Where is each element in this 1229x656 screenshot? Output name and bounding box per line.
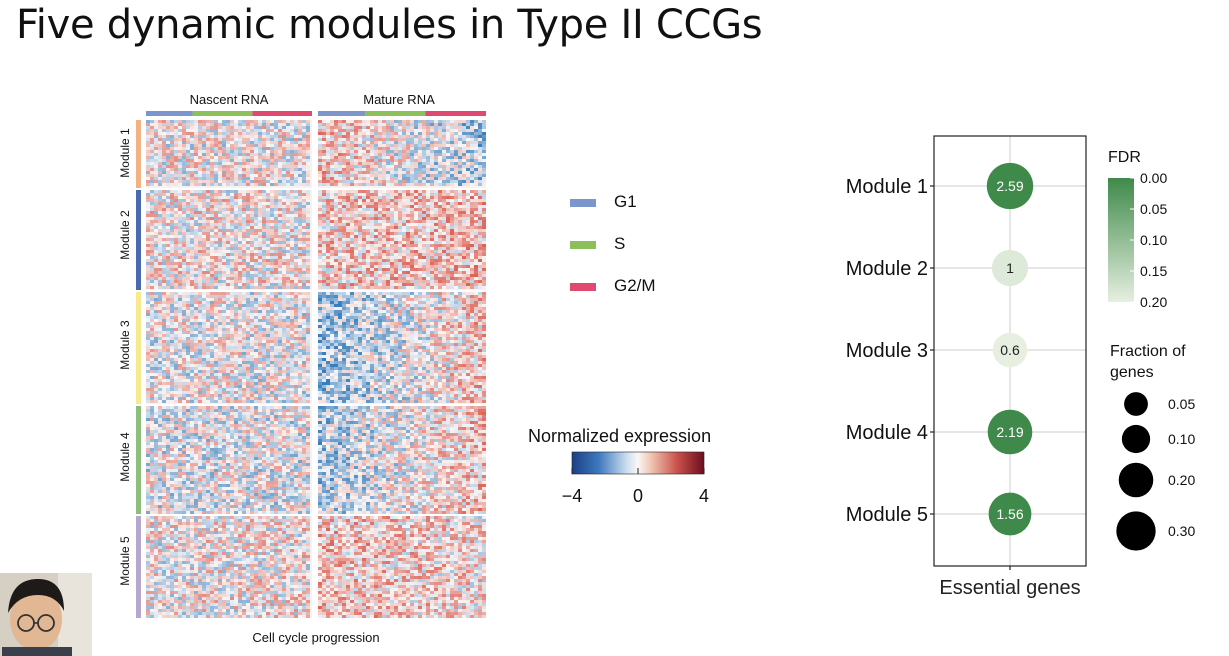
y-tick-label: Module 4 [846, 422, 928, 444]
heatmap-chart [136, 111, 486, 618]
module-color-strip [136, 190, 141, 290]
dot-marker [992, 332, 1028, 368]
heatmap-block [318, 292, 486, 404]
column-header-mature: Mature RNA [363, 92, 435, 107]
heatmap-row-label: Module 3 [118, 320, 132, 370]
dot-marker [988, 492, 1032, 536]
dot-value-label: 1 [1006, 260, 1014, 276]
size-legend-label: 0.20 [1168, 472, 1195, 488]
phase-bar-segment [192, 111, 253, 116]
fdr-tick-label: 0.05 [1140, 201, 1167, 217]
presenter-photo [0, 573, 92, 656]
heatmap-block [318, 516, 486, 618]
heatmap-block [318, 120, 486, 188]
module-color-strip [136, 516, 141, 618]
heatmap-xlabel: Cell cycle progression [252, 630, 380, 645]
column-header-nascent: Nascent RNA [189, 92, 269, 107]
heatmap-block [146, 516, 312, 618]
heatmap-row-label: Module 1 [118, 128, 132, 178]
module-color-strip [136, 292, 141, 404]
heatmap-row-label: Module 2 [118, 210, 132, 260]
size-legend-dot [1116, 511, 1156, 551]
y-tick-label: Module 1 [846, 176, 928, 198]
colorbar-graphic [571, 451, 705, 475]
heatmap-block [146, 120, 312, 188]
legend-label: S [614, 234, 626, 253]
size-legend-label: 0.30 [1168, 523, 1195, 539]
dot-value-label: 1.56 [996, 506, 1023, 522]
legend-swatch [570, 199, 596, 207]
fdr-tick-label: 0.15 [1140, 263, 1167, 279]
dot-marker [986, 162, 1034, 210]
legend-label: G1 [614, 192, 637, 211]
size-legend-title: genes [1110, 364, 1154, 381]
heatmap-block [318, 190, 486, 290]
dot-value-label: 2.19 [996, 424, 1023, 440]
dot-value-label: 2.59 [996, 178, 1023, 194]
slide-title: Five dynamic modules in Type II CCGs [16, 2, 763, 48]
dot-plot-chart: Module 1 Module 2 Module 3 Module 4 Module 5… [846, 135, 1195, 599]
phase-bar-segment [425, 111, 486, 116]
colorbar-tick-label: 4 [698, 486, 709, 506]
heatmap-block [318, 406, 486, 514]
size-legend-dot [1118, 462, 1154, 498]
y-tick-label: Module 5 [846, 504, 928, 526]
fdr-legend-title: FDR [1108, 149, 1141, 166]
y-tick-label: Module 2 [846, 258, 928, 280]
phase-bar-segment [146, 111, 193, 116]
phase-bar-segment [365, 111, 426, 116]
fdr-tick-label: 0.10 [1140, 232, 1167, 248]
legend-swatch [570, 283, 596, 291]
heatmap-block [146, 292, 312, 404]
dot-marker [991, 249, 1029, 287]
legend-label: G2/M [614, 276, 656, 295]
y-tick-label: Module 3 [846, 340, 928, 362]
heatmap-row-label: Module 4 [118, 432, 132, 482]
dot-plot-panel: Module 1 Module 2 Module 3 Module 4 Module 5… [828, 134, 1228, 604]
size-legend-dot [1121, 424, 1151, 454]
size-legend-title: Fraction of [1110, 343, 1186, 360]
dot-marker [987, 409, 1033, 455]
module-color-strip [136, 120, 141, 188]
colorbar-title: Normalized expression [528, 426, 712, 446]
phase-bar-segment [252, 111, 312, 116]
x-axis-label: Essential genes [939, 577, 1080, 599]
expression-colorbar: Normalized expression −4 0 4 [528, 426, 748, 506]
fdr-colorbar [1108, 178, 1134, 302]
heatmap-block [146, 406, 312, 514]
legend-swatch [570, 241, 596, 249]
heatmap-row-label: Module 5 [118, 536, 132, 586]
heatmap-panel: Nascent RNA Mature RNA Module 1 Module 2… [108, 84, 500, 656]
size-legend-label: 0.05 [1168, 396, 1195, 412]
heatmap-block [146, 190, 312, 290]
colorbar-tick-label: 0 [632, 486, 643, 506]
dot-value-label: 0.6 [1000, 342, 1020, 358]
fdr-tick-label: 0.00 [1140, 170, 1167, 186]
phase-bar-segment [318, 111, 366, 116]
size-legend-dot [1124, 392, 1148, 416]
module-color-strip [136, 406, 141, 514]
fdr-tick-label: 0.20 [1140, 294, 1167, 310]
size-legend-label: 0.10 [1168, 431, 1195, 447]
colorbar-tick-label: −4 [561, 486, 583, 506]
